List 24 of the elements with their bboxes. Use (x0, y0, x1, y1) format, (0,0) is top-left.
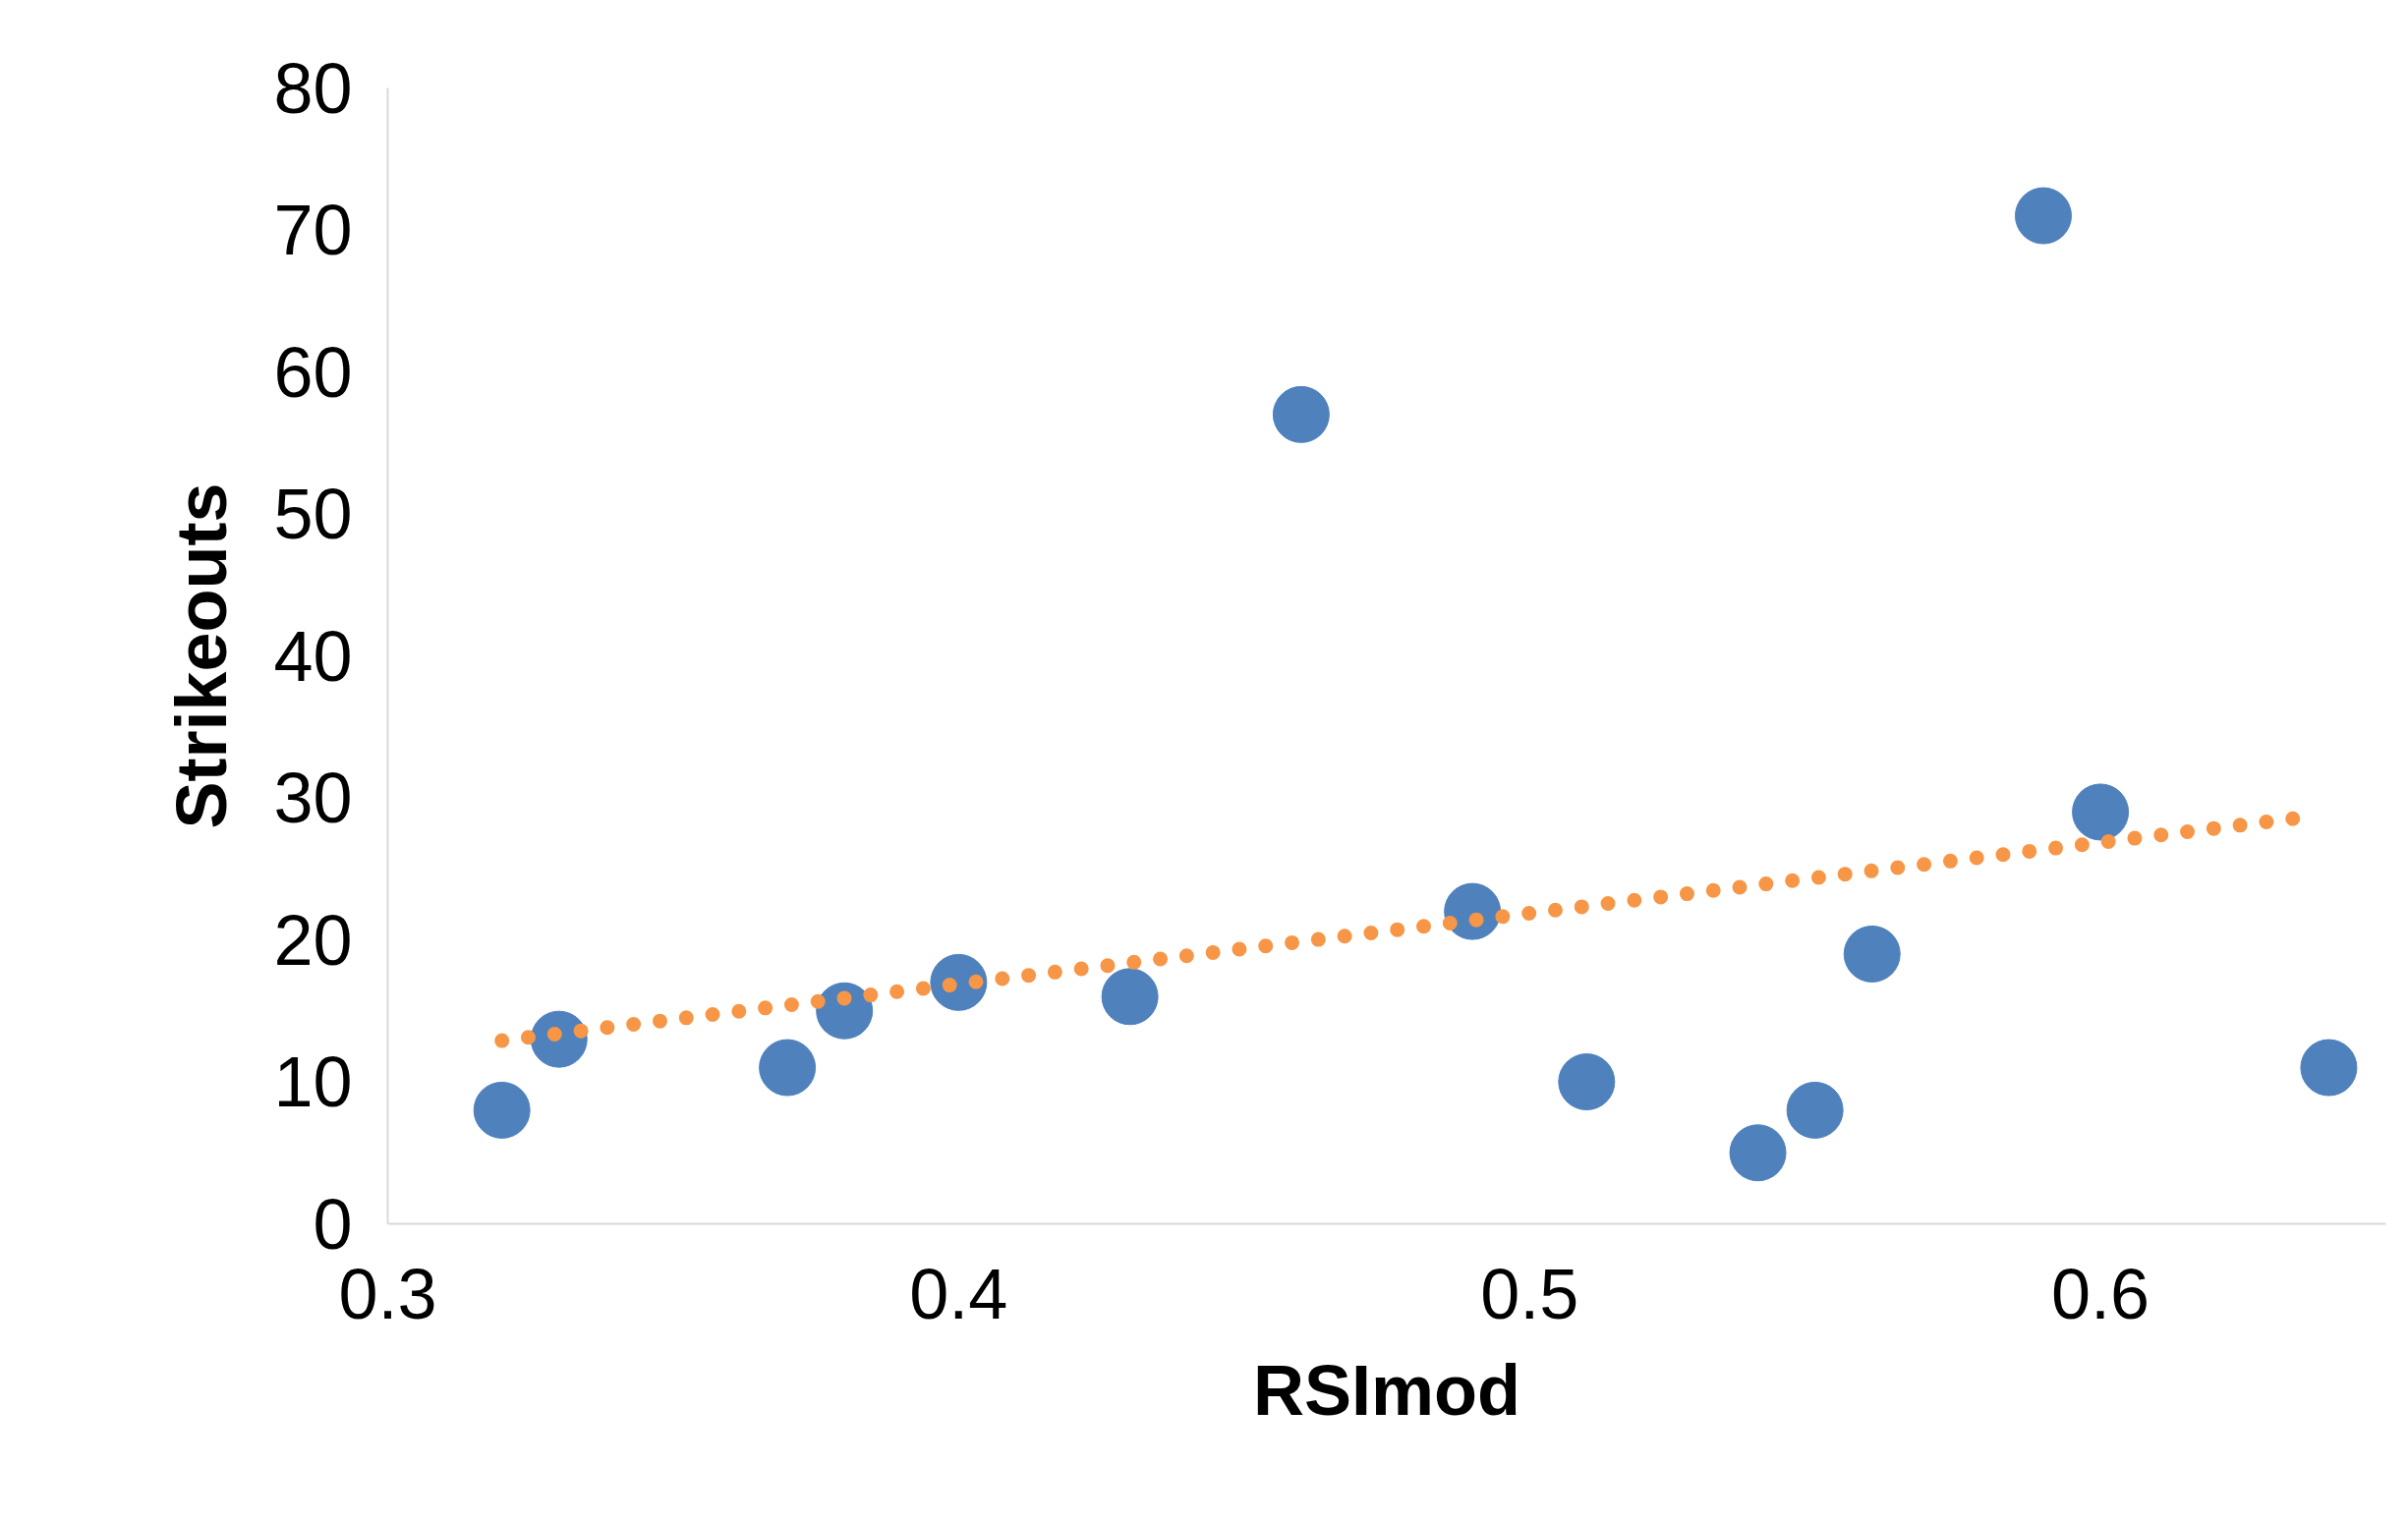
x-axis-title: RSImod (1253, 1350, 1521, 1430)
point (2072, 783, 2130, 841)
point (1729, 1124, 1787, 1182)
point (1843, 926, 1901, 983)
x-tick-label: 0.6 (2051, 1254, 2150, 1333)
point (759, 1039, 817, 1097)
y-tick-label: 10 (273, 1043, 353, 1121)
y-tick-label: 30 (273, 759, 353, 837)
y-tick-label: 20 (273, 900, 353, 980)
y-tick-label: 80 (273, 48, 353, 128)
y-tick-label: 60 (273, 332, 353, 412)
y-tick-label: 40 (273, 616, 353, 696)
point (1101, 968, 1159, 1026)
y-axis-title: Strikeouts (162, 482, 242, 829)
point (473, 1081, 531, 1139)
x-tick-label: 0.5 (1480, 1254, 1579, 1333)
y-tick-label: 50 (273, 475, 353, 553)
point (1786, 1081, 1844, 1139)
y-tick-label: 70 (273, 191, 353, 269)
point (1272, 385, 1330, 443)
point (1558, 1053, 1616, 1110)
point (2014, 187, 2072, 245)
point (2300, 1039, 2358, 1097)
x-tick-label: 0.4 (909, 1254, 1008, 1333)
